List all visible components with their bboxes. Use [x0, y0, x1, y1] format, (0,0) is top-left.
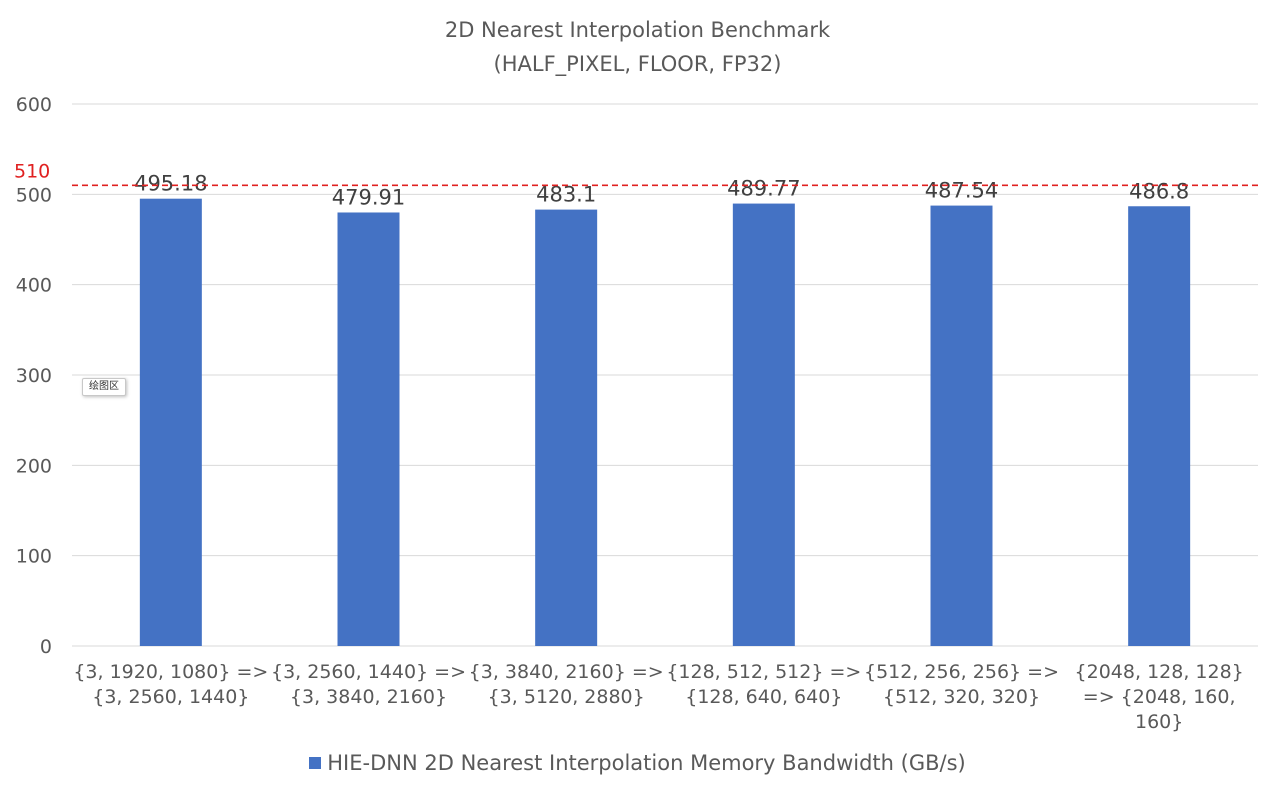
x-tick-label: {3, 5120, 2880}: [488, 686, 645, 708]
data-label: 487.54: [925, 179, 998, 203]
x-tick-label: {3, 1920, 1080} =>: [73, 661, 268, 683]
bar: [930, 205, 993, 646]
legend-swatch: [309, 757, 322, 769]
bar: [337, 212, 400, 646]
bar: [139, 198, 202, 647]
x-tick-label: {3, 3840, 2160} =>: [469, 661, 664, 683]
bar: [535, 209, 598, 646]
y-tick-label: 200: [16, 455, 52, 477]
data-label: 495.18: [134, 172, 207, 196]
x-tick-label: 160}: [1135, 711, 1183, 733]
x-tick-label: {512, 256, 256} =>: [864, 661, 1059, 683]
reference-line-label: 510: [14, 160, 50, 182]
x-tick-label: {3, 3840, 2160}: [290, 686, 447, 708]
chart-title: 2D Nearest Interpolation Benchmark: [444, 18, 831, 42]
x-tick-label: {512, 320, 320}: [883, 686, 1040, 708]
data-label: 486.8: [1129, 179, 1189, 203]
x-tick-label: {2048, 128, 128}: [1075, 661, 1244, 683]
x-tick-label: => {2048, 160,: [1083, 686, 1236, 708]
y-tick-label: 0: [40, 636, 52, 658]
data-label: 479.91: [332, 185, 405, 209]
y-tick-label: 600: [16, 94, 52, 116]
plot-area-tooltip: 绘图区: [82, 378, 126, 396]
x-tick-label: {128, 640, 640}: [685, 686, 842, 708]
x-tick-label: {3, 2560, 1440}: [92, 686, 249, 708]
legend[interactable]: HIE-DNN 2D Nearest Interpolation Memory …: [0, 751, 1275, 775]
y-tick-label: 500: [16, 184, 52, 206]
data-label: 489.77: [727, 177, 800, 201]
x-tick-label: {3, 2560, 1440} =>: [271, 661, 466, 683]
chart-subtitle: (HALF_PIXEL, FLOOR, FP32): [493, 52, 782, 76]
y-tick-label: 400: [16, 275, 52, 297]
y-tick-label: 300: [16, 365, 52, 387]
legend-label: HIE-DNN 2D Nearest Interpolation Memory …: [327, 751, 966, 775]
y-tick-label: 100: [16, 546, 52, 568]
bar: [1128, 206, 1191, 647]
x-tick-label: {128, 512, 512} =>: [666, 661, 861, 683]
data-label: 483.1: [536, 183, 596, 207]
bar: [732, 203, 795, 646]
